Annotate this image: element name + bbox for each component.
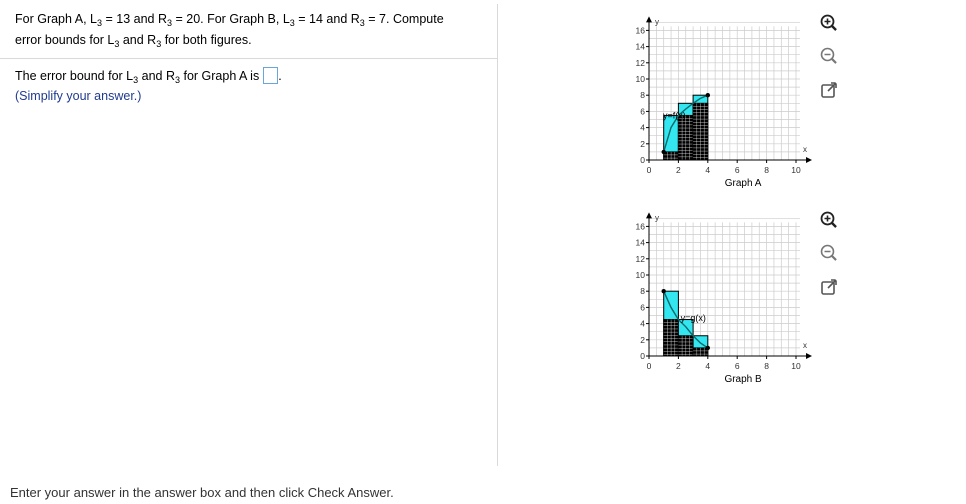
y-tick-label: 2 [640,139,645,149]
x-axis-label: x [803,145,807,154]
y-tick-label: 10 [636,74,646,84]
graph-caption: Graph A [725,178,762,189]
y-axis-label: y [655,213,659,222]
endpoint-dot [705,345,710,351]
graph-caption: Graph B [724,374,762,385]
y-tick-label: 4 [640,123,645,133]
question-text: For Graph A, L3 = 13 and R3 = 20. For Gr… [15,12,444,49]
zoom-out-icon[interactable] [819,243,839,263]
graph-b: 0 2 4 6 8 10 0 2 4 6 8 10 12 14 16 x y y=g(x) Graph B [636,212,812,385]
x-tick-label: 2 [676,361,681,371]
y-tick-label: 4 [640,319,645,329]
x-tick-label: 2 [676,165,681,175]
y-tick-label: 16 [636,25,646,35]
y-axis-label: y [655,17,659,26]
simplify-hint: (Simplify your answer.) [15,89,142,103]
function-label: y=g(x) [681,313,706,323]
x-tick-label: 0 [647,361,652,371]
y-axis-arrow [646,212,652,219]
x-tick-label: 4 [705,165,710,175]
zoom-out-icon[interactable] [819,46,839,66]
zoom-in-icon[interactable] [819,210,839,230]
y-tick-label: 6 [640,302,645,312]
endpoint-dot [661,149,666,155]
x-axis-arrow [806,353,812,359]
zoom-in-icon[interactable] [819,13,839,33]
y-tick-label: 2 [640,335,645,345]
y-tick-label: 8 [640,90,645,100]
y-tick-label: 6 [640,106,645,116]
panel-divider [497,4,498,466]
open-new-window-icon[interactable] [819,80,839,100]
question-divider [0,58,497,59]
y-tick-label: 16 [636,221,646,231]
x-tick-label: 4 [705,361,710,371]
y-tick-label: 12 [636,58,646,68]
x-axis-arrow [806,157,812,163]
function-curve [663,290,709,349]
x-tick-label: 10 [791,165,801,175]
x-tick-label: 0 [647,165,652,175]
y-tick-label: 0 [640,155,645,165]
function-curve [663,94,709,153]
x-tick-label: 8 [764,165,769,175]
y-tick-label: 10 [636,270,646,280]
x-tick-label: 8 [764,361,769,371]
y-tick-label: 8 [640,286,645,296]
x-tick-label: 10 [791,361,801,371]
function-label: y=f(x) [663,110,686,120]
instructions-footer: Enter your answer in the answer box and … [10,485,394,500]
answer-input[interactable] [263,67,279,84]
graph-a: 0 2 4 6 8 10 0 2 4 6 8 10 12 14 16 x y y=f(x) Graph A [636,16,812,189]
x-tick-label: 6 [735,165,740,175]
x-tick-label: 6 [735,361,740,371]
y-tick-label: 14 [636,42,646,52]
endpoint-dot [705,93,710,98]
answer-prompt: The error bound for L3 and R3 for Graph … [15,67,282,85]
x-axis-label: x [803,341,807,350]
open-new-window-icon[interactable] [819,277,839,297]
y-axis-arrow [646,16,652,23]
y-tick-label: 0 [640,351,645,361]
y-tick-label: 12 [636,254,646,264]
endpoint-dot [661,289,666,294]
y-tick-label: 14 [636,238,646,248]
